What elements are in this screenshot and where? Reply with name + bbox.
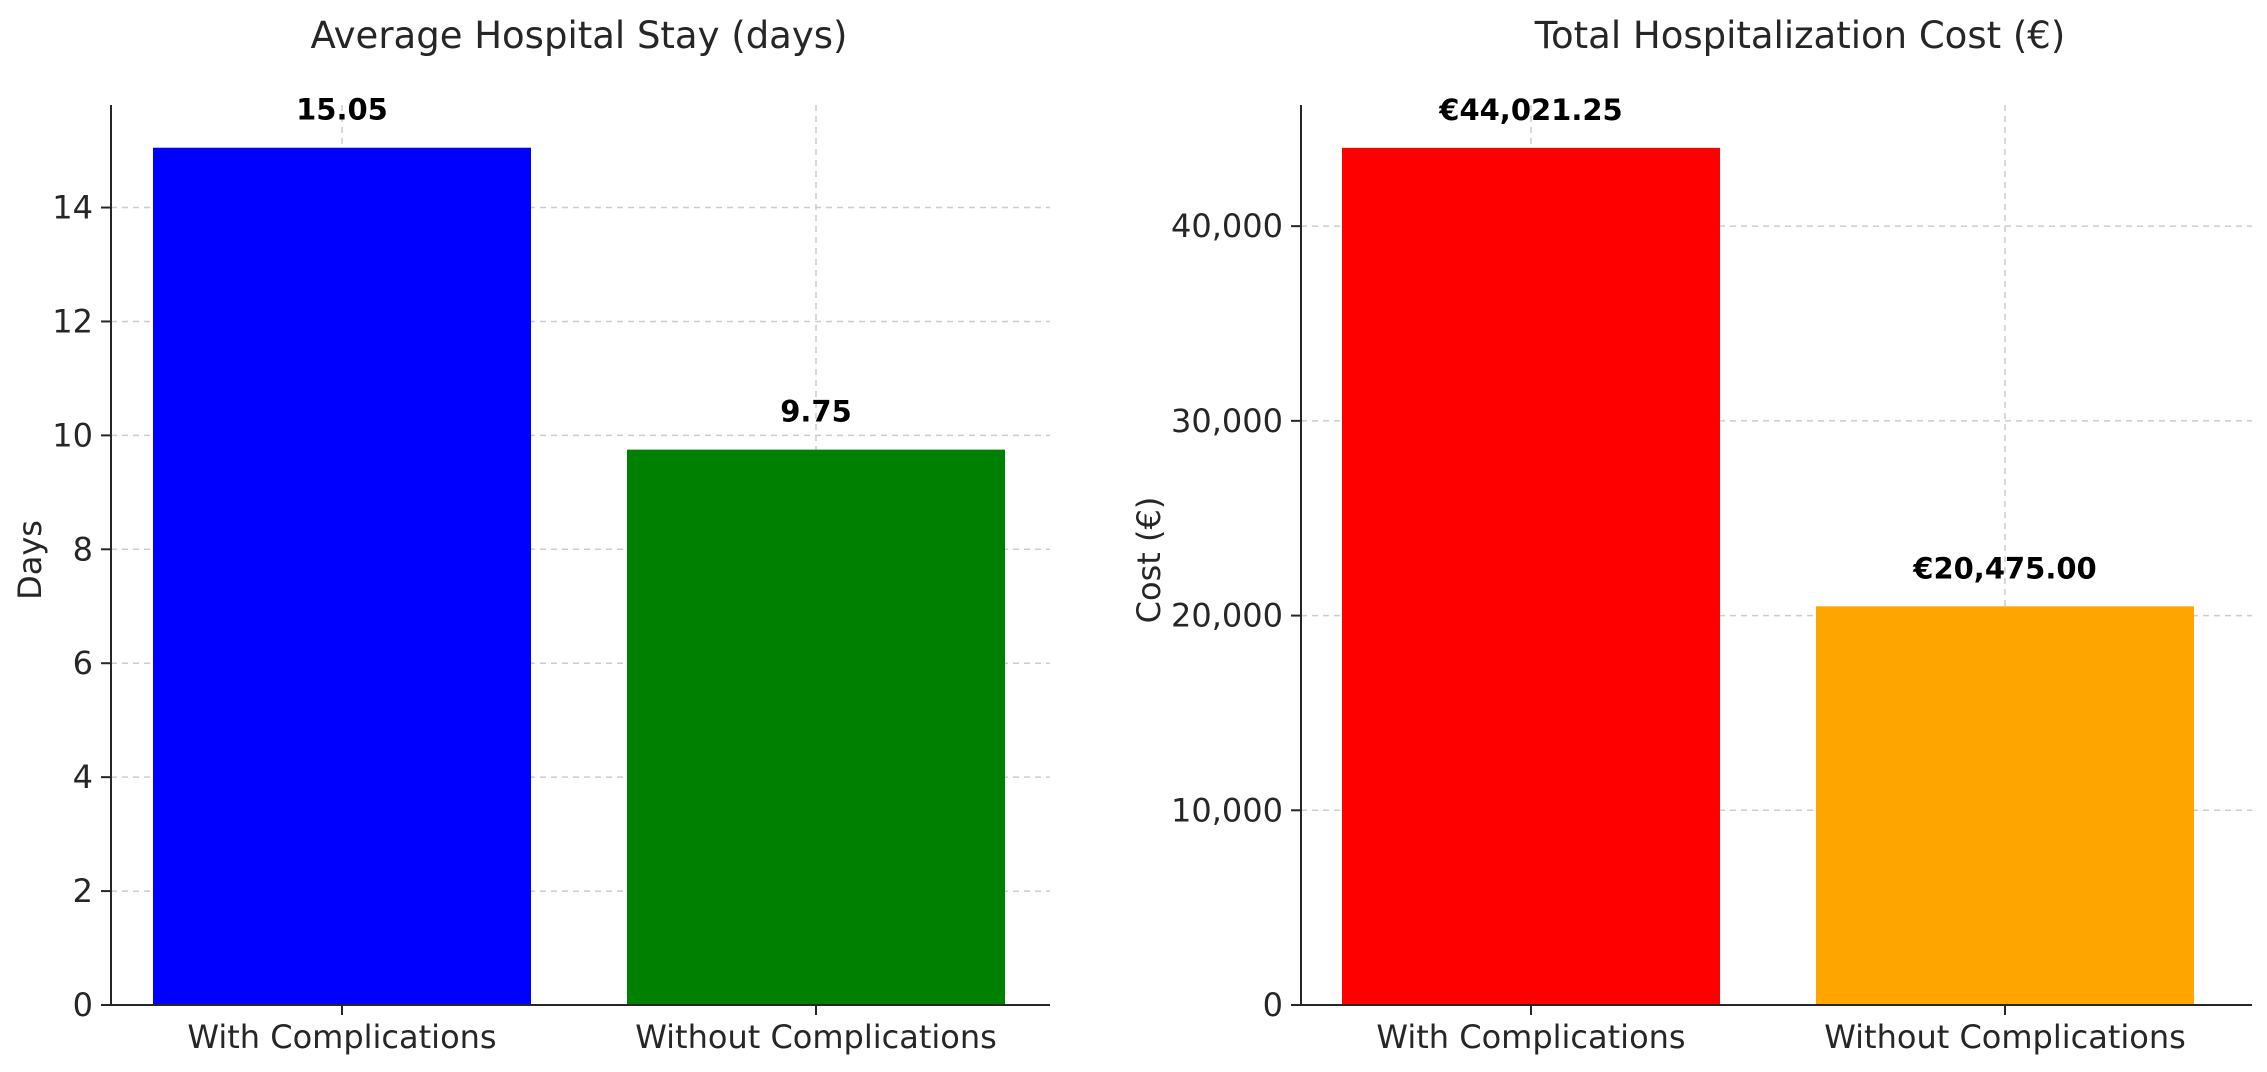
y-tick-label: 10 — [52, 416, 93, 454]
bar — [1342, 147, 1720, 1006]
chart-title: Total Hospitalization Cost (€) — [1534, 14, 2066, 57]
y-tick-label: 10,000 — [1171, 791, 1283, 829]
x-tick-label: With Complications — [187, 1018, 496, 1056]
x-tick-label: With Complications — [1376, 1018, 1685, 1056]
axes — [1300, 105, 2252, 1006]
value-labels: 15.05 9.75 — [296, 93, 852, 429]
y-axis-label: Cost (€) — [1130, 497, 1168, 624]
y-tick-label: 8 — [73, 530, 93, 568]
bars — [153, 147, 1005, 1006]
y-tick-label: 12 — [52, 302, 93, 340]
y-tick-label: 20,000 — [1171, 597, 1283, 635]
bar-value-label: €20,475.00 — [1912, 551, 2096, 585]
y-tick-label: 0 — [73, 986, 93, 1024]
y-tick-label: 30,000 — [1171, 402, 1283, 440]
chart-title: Average Hospital Stay (days) — [311, 14, 848, 57]
y-axis-label: Days — [11, 520, 49, 600]
y-tick-label: 40,000 — [1171, 207, 1283, 245]
y-ticks: 0 10,000 20,000 30,000 40,000 — [1171, 207, 1301, 1024]
x-tick-label: Without Complications — [1824, 1018, 2186, 1056]
bar-value-label: 9.75 — [780, 395, 852, 429]
y-tick-label: 6 — [73, 644, 93, 682]
value-labels: €44,021.25 €20,475.00 — [1438, 93, 2096, 585]
y-tick-label: 0 — [1263, 986, 1283, 1024]
bars — [1342, 147, 2194, 1006]
bar — [627, 449, 1005, 1005]
y-tick-label: 4 — [73, 758, 93, 796]
x-ticks: With Complications Without Complications — [1376, 1005, 2186, 1056]
bar-value-label: 15.05 — [296, 93, 388, 127]
x-tick-label: Without Complications — [635, 1018, 997, 1056]
y-ticks: 0 2 4 6 8 10 12 14 — [52, 189, 111, 1024]
x-ticks: With Complications Without Complications — [187, 1005, 997, 1056]
y-tick-label: 2 — [73, 872, 93, 910]
y-tick-label: 14 — [52, 189, 93, 227]
hospital-stay-chart: Average Hospital Stay (days) Days 15.05 9… — [11, 14, 1050, 1056]
bar-value-label: €44,021.25 — [1438, 93, 1622, 127]
axes — [110, 105, 1050, 1006]
bar — [1816, 606, 2194, 1005]
hospitalization-cost-chart: Total Hospitalization Cost (€) Cost (€) … — [1130, 14, 2252, 1056]
bar — [153, 147, 531, 1006]
